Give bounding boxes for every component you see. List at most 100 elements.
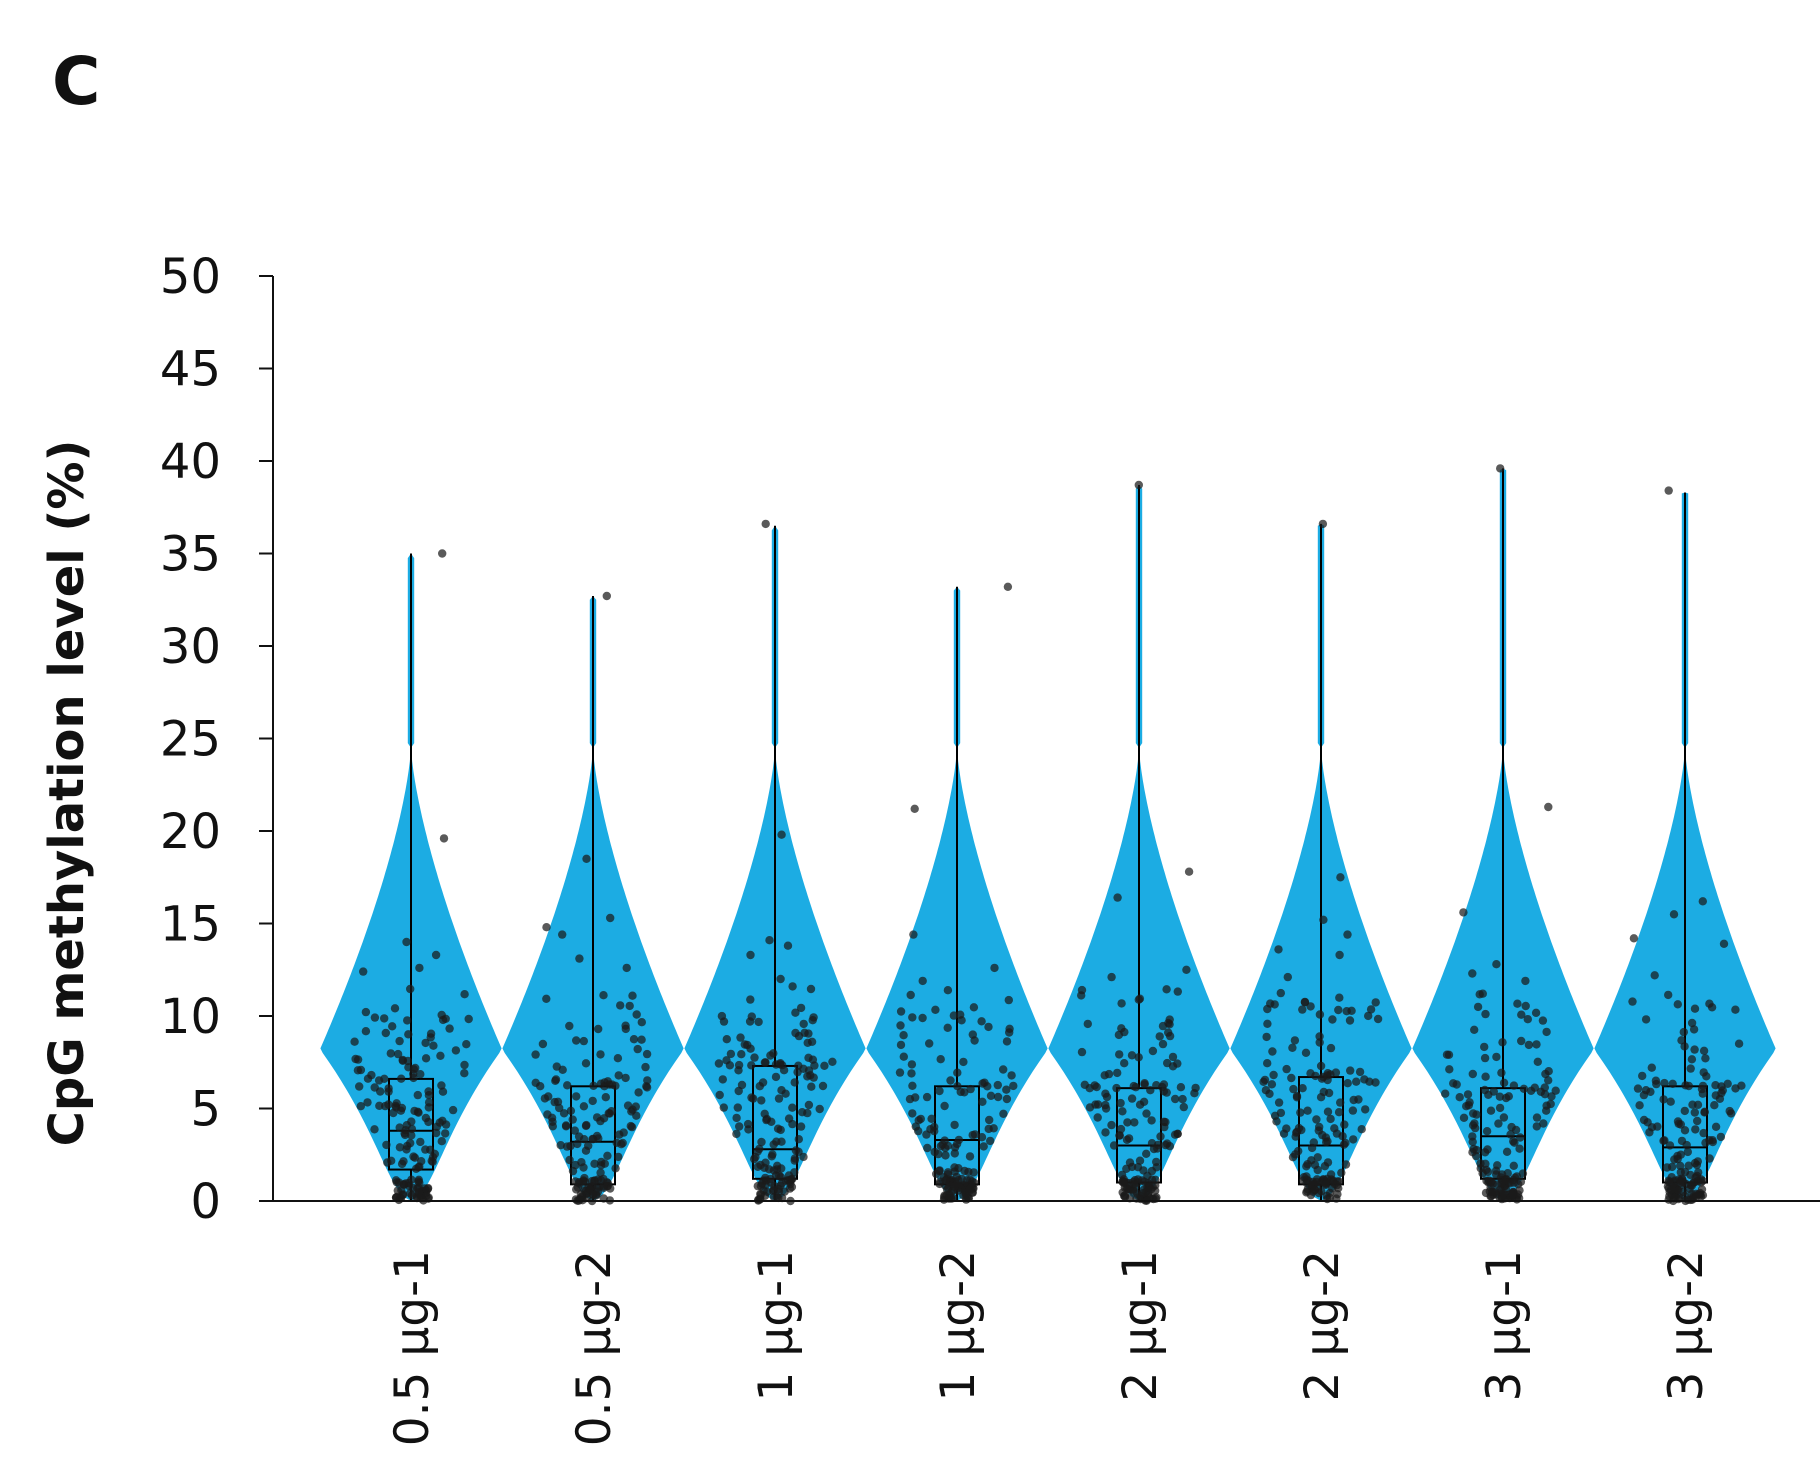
- data-point: [428, 1157, 437, 1167]
- data-point: [404, 1030, 413, 1039]
- data-point: [914, 1126, 923, 1136]
- data-point: [573, 1139, 582, 1149]
- data-point: [1315, 1038, 1324, 1047]
- outlier-point: [1468, 969, 1477, 978]
- data-point: [421, 1054, 431, 1063]
- data-point: [908, 1081, 917, 1091]
- data-point: [629, 1035, 639, 1044]
- data-point: [1165, 1031, 1175, 1041]
- data-point: [1171, 1094, 1180, 1104]
- data-point: [1480, 1042, 1489, 1052]
- data-point: [1139, 1097, 1149, 1107]
- data-point: [1492, 1052, 1501, 1062]
- data-point: [1673, 1117, 1683, 1126]
- outlier-point: [1184, 867, 1194, 876]
- data-point: [370, 1125, 379, 1134]
- data-point: [1289, 1084, 1298, 1094]
- data-point: [1160, 1122, 1169, 1132]
- x-tick-label-5: 2 μg-1: [1113, 1250, 1168, 1401]
- outlier-point: [1496, 464, 1505, 473]
- data-point: [1101, 1128, 1110, 1137]
- outlier-point: [1113, 893, 1122, 902]
- y-tick-label: 45: [160, 342, 221, 398]
- data-point: [1302, 1162, 1311, 1171]
- data-point: [1147, 1116, 1156, 1125]
- data-point: [384, 1084, 393, 1093]
- data-point: [400, 1130, 410, 1140]
- data-point: [403, 1056, 412, 1066]
- data-point: [1540, 1090, 1550, 1099]
- outlier-point: [765, 936, 774, 945]
- outlier-point: [542, 923, 551, 932]
- data-point: [1173, 987, 1183, 996]
- data-point: [1129, 1187, 1138, 1196]
- data-point: [361, 1007, 371, 1017]
- data-point: [589, 1081, 598, 1091]
- data-point: [791, 1028, 800, 1038]
- data-point: [1336, 1098, 1345, 1107]
- data-point: [424, 1091, 434, 1100]
- data-point: [750, 1053, 759, 1062]
- data-point: [737, 1080, 747, 1090]
- data-point: [1530, 1083, 1540, 1092]
- data-point: [935, 1086, 944, 1096]
- data-point: [1698, 1191, 1708, 1200]
- data-point: [409, 1065, 418, 1074]
- data-point: [1312, 1177, 1322, 1187]
- data-point: [1077, 1047, 1087, 1057]
- data-point: [1700, 1107, 1709, 1117]
- data-point: [999, 1109, 1008, 1119]
- outlier-point: [1003, 582, 1013, 591]
- data-point: [634, 1088, 643, 1097]
- data-point: [1482, 1127, 1492, 1136]
- data-point: [1131, 1083, 1141, 1092]
- data-point: [1684, 1161, 1693, 1170]
- data-point: [1316, 1093, 1326, 1102]
- y-tick-label: 25: [160, 712, 221, 768]
- data-point: [1315, 1010, 1325, 1019]
- data-point: [1299, 1173, 1309, 1182]
- data-point: [1321, 1179, 1330, 1189]
- data-point: [587, 1176, 597, 1186]
- data-point: [570, 1126, 579, 1135]
- data-point: [1115, 1050, 1124, 1059]
- outlier-point: [990, 963, 999, 973]
- data-point: [1680, 1126, 1690, 1135]
- data-point: [806, 984, 816, 994]
- data-point: [437, 1081, 446, 1090]
- data-point: [1684, 1081, 1694, 1091]
- data-point: [1483, 1145, 1492, 1154]
- data-point: [1698, 1089, 1708, 1098]
- data-point: [553, 1097, 563, 1107]
- outlier-point: [1492, 960, 1501, 969]
- data-point: [430, 1149, 439, 1159]
- data-point: [940, 1101, 949, 1111]
- data-point: [1148, 1046, 1158, 1056]
- data-point: [572, 1092, 581, 1101]
- data-point: [1510, 1138, 1519, 1147]
- data-point: [1515, 1144, 1524, 1153]
- data-point: [1361, 1105, 1370, 1114]
- data-point: [732, 1113, 741, 1123]
- data-point: [719, 1017, 729, 1026]
- data-point: [732, 1129, 741, 1139]
- data-point: [1005, 1024, 1014, 1034]
- data-point: [943, 1141, 953, 1150]
- data-point: [719, 1103, 728, 1112]
- data-point: [776, 1181, 785, 1191]
- data-point: [1716, 1132, 1726, 1142]
- data-point: [1282, 1124, 1291, 1133]
- data-point: [1371, 1078, 1380, 1087]
- data-point: [1710, 1101, 1719, 1110]
- data-point: [403, 1016, 412, 1025]
- data-point: [1511, 1125, 1521, 1135]
- data-point: [1153, 1144, 1162, 1153]
- data-point: [760, 1058, 770, 1067]
- data-point: [421, 1145, 430, 1154]
- data-point: [1004, 995, 1013, 1005]
- data-point: [1314, 1126, 1324, 1135]
- data-point: [414, 1188, 424, 1197]
- y-tick-label: 10: [160, 989, 221, 1045]
- data-point: [746, 995, 755, 1004]
- data-point: [1673, 1000, 1683, 1009]
